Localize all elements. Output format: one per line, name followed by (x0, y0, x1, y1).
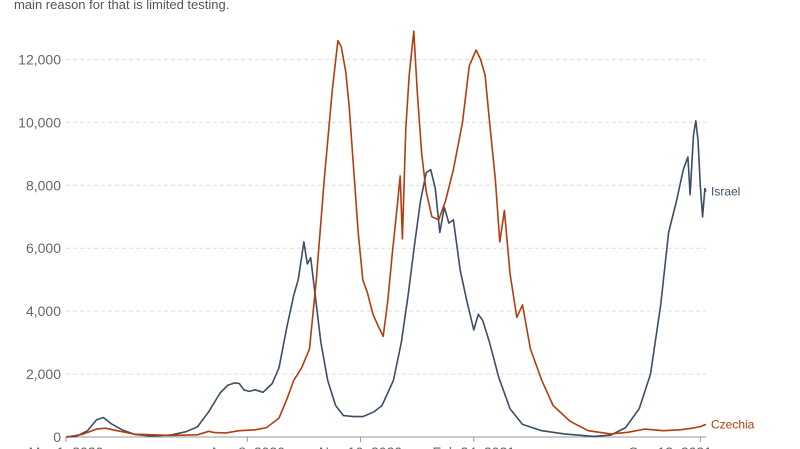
x-tick-label: Feb 24, 2021 (433, 444, 516, 449)
y-tick-label: 0 (53, 429, 61, 445)
series-line-czechia (65, 30, 707, 438)
x-tick-label: Nov 16, 2020 (319, 444, 402, 449)
y-tick-label: 6,000 (26, 240, 61, 256)
series-label-israel: Israel (711, 185, 740, 199)
y-tick-label: 10,000 (18, 114, 61, 130)
y-tick-label: 4,000 (26, 303, 61, 319)
chart-subtitle-note: main reason for that is limited testing. (14, 0, 230, 12)
y-tick-label: 8,000 (26, 177, 61, 193)
y-tick-label: 12,000 (18, 51, 61, 67)
x-tick-label: Mar 1, 2020 (29, 444, 104, 449)
series-label-czechia: Czechia (711, 417, 755, 431)
x-tick-label: Sep 12, 2021 (629, 444, 713, 449)
y-tick-label: 2,000 (26, 366, 61, 382)
x-tick-label: Aug 8, 2020 (209, 444, 285, 449)
series-line-israel (65, 120, 707, 438)
